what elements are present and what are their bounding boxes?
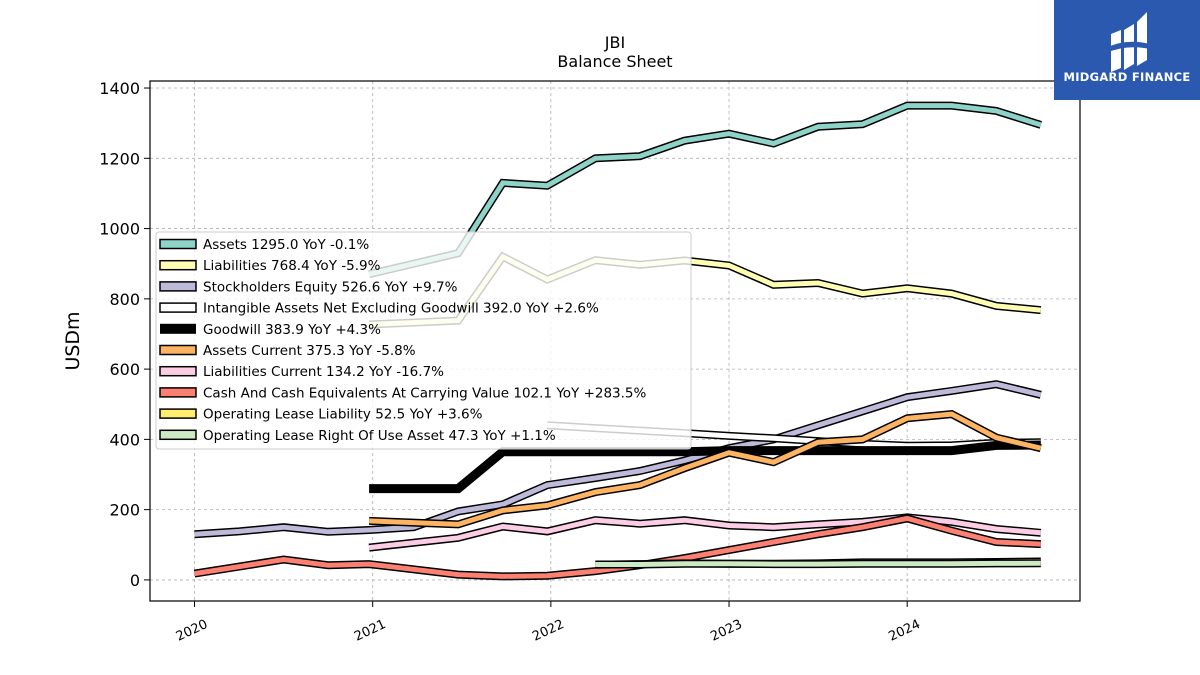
legend-label: Operating Lease Right Of Use Asset 47.3 … — [203, 428, 556, 444]
y-tick-label: 600 — [109, 360, 140, 379]
x-tick-label: 2020 — [174, 617, 210, 645]
legend-box — [155, 231, 692, 450]
y-tick-label: 800 — [109, 290, 140, 309]
legend-label: Liabilities 768.4 YoY -5.9% — [203, 258, 381, 274]
legend-entry: Assets 1295.0 YoY -0.1% — [159, 237, 369, 253]
x-tick-label: 2023 — [708, 617, 744, 645]
legend-label: Assets 1295.0 YoY -0.1% — [203, 237, 369, 253]
legend-swatch — [159, 302, 197, 313]
legend-swatch — [159, 344, 197, 356]
legend-swatch — [159, 238, 197, 250]
legend-entry: Operating Lease Right Of Use Asset 47.3 … — [159, 428, 556, 444]
chart-subtitle: Balance Sheet — [557, 52, 672, 71]
legend-entry: Intangible Assets Net Excluding Goodwill… — [159, 301, 599, 317]
legend-entry: Goodwill 383.9 YoY +4.3% — [160, 322, 381, 338]
legend-swatch — [159, 365, 197, 377]
legend-entry: Stockholders Equity 526.6 YoY +9.7% — [159, 279, 458, 295]
y-tick-label: 1200 — [99, 149, 140, 168]
chart-title-block: JBI Balance Sheet — [557, 33, 672, 71]
x-tick-label: 2024 — [887, 617, 923, 645]
y-tick-label: 1000 — [99, 220, 140, 239]
y-axis: 0 200 400 600 800 1000 1200 1400 — [99, 79, 150, 590]
legend-swatch — [159, 281, 197, 292]
y-tick-label: 0 — [130, 571, 140, 590]
legend: Assets 1295.0 YoY -0.1% Liabilities 768.4… — [155, 231, 692, 450]
x-tick-label: 2022 — [530, 617, 566, 645]
legend-label: Goodwill 383.9 YoY +4.3% — [203, 322, 381, 338]
series-liabilities-current — [368, 513, 1042, 552]
series-line — [194, 381, 1042, 537]
legend-entry: Operating Lease Liability 52.5 YoY +3.6% — [159, 407, 483, 423]
series-assets-current — [368, 410, 1042, 529]
chart-title: JBI — [604, 33, 625, 52]
legend-label: Assets Current 375.3 YoY -5.8% — [203, 343, 416, 359]
brand-mark-icon — [1106, 12, 1150, 72]
legend-entry: Assets Current 375.3 YoY -5.8% — [159, 343, 416, 359]
series-line — [369, 411, 1042, 527]
legend-label: Operating Lease Liability 52.5 YoY +3.6% — [203, 407, 483, 423]
legend-label: Cash And Cash Equivalents At Carrying Va… — [203, 385, 647, 401]
legend-label: Liabilities Current 134.2 YoY -16.7% — [203, 364, 444, 380]
y-tick-label: 200 — [109, 501, 140, 520]
legend-label: Intangible Assets Net Excluding Goodwill… — [203, 301, 599, 317]
legend-swatch — [159, 259, 197, 271]
series-line — [368, 103, 1042, 277]
legend-entry: Cash And Cash Equivalents At Carrying Va… — [159, 385, 647, 401]
legend-swatch — [159, 408, 197, 419]
series-line — [368, 514, 1042, 551]
y-axis-label: USDm — [62, 311, 84, 370]
y-tick-label: 1400 — [99, 79, 140, 98]
series-goodwill — [369, 440, 1041, 494]
brand-logo: MIDGARD FINANCE — [1054, 0, 1200, 100]
legend-swatch — [159, 429, 197, 441]
x-axis: 2020 2021 2022 2023 2024 — [174, 601, 923, 645]
legend-label: Stockholders Equity 526.6 YoY +9.7% — [203, 279, 458, 295]
legend-entry: Liabilities 768.4 YoY -5.9% — [159, 258, 381, 274]
series-operating-lease-right-of-use-asset — [595, 559, 1041, 569]
legend-swatch — [160, 323, 196, 334]
x-tick-label: 2021 — [352, 617, 388, 645]
series-line — [595, 560, 1041, 567]
series-assets — [368, 101, 1043, 279]
series-stockholders-equity — [194, 380, 1042, 539]
legend-entry: Liabilities Current 134.2 YoY -16.7% — [159, 364, 444, 380]
series-line — [369, 440, 1041, 494]
y-tick-label: 400 — [109, 430, 140, 449]
legend-swatch — [159, 387, 197, 398]
plot-frame — [149, 80, 1081, 602]
brand-name: MIDGARD FINANCE — [1063, 70, 1190, 84]
